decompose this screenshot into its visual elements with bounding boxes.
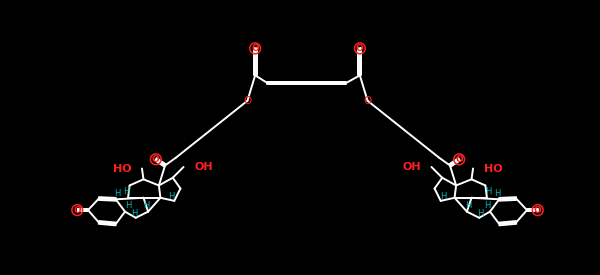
Text: O: O bbox=[152, 155, 160, 164]
Text: H: H bbox=[478, 209, 484, 218]
Text: H: H bbox=[131, 209, 137, 218]
Text: H: H bbox=[465, 201, 472, 210]
Text: OH: OH bbox=[402, 162, 421, 172]
Text: O: O bbox=[73, 206, 81, 214]
Text: H: H bbox=[143, 201, 150, 210]
Text: O: O bbox=[356, 44, 364, 53]
Text: O: O bbox=[251, 44, 259, 53]
Text: H: H bbox=[494, 189, 501, 198]
Text: HO: HO bbox=[113, 164, 131, 174]
Text: O: O bbox=[534, 206, 542, 214]
Text: H: H bbox=[125, 201, 131, 210]
Text: O: O bbox=[455, 155, 463, 164]
Text: H: H bbox=[484, 201, 490, 210]
Text: H: H bbox=[485, 187, 491, 196]
Text: O: O bbox=[364, 96, 371, 106]
Text: HO: HO bbox=[484, 164, 502, 174]
Text: H: H bbox=[114, 189, 121, 198]
Text: O: O bbox=[244, 96, 251, 106]
Text: H: H bbox=[168, 192, 175, 201]
Text: H: H bbox=[124, 187, 130, 196]
Text: OH: OH bbox=[194, 162, 213, 172]
Text: H: H bbox=[440, 192, 447, 201]
